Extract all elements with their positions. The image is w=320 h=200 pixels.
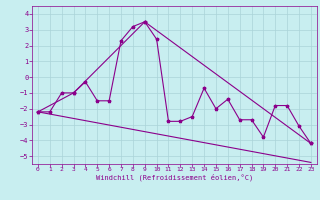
X-axis label: Windchill (Refroidissement éolien,°C): Windchill (Refroidissement éolien,°C) <box>96 174 253 181</box>
